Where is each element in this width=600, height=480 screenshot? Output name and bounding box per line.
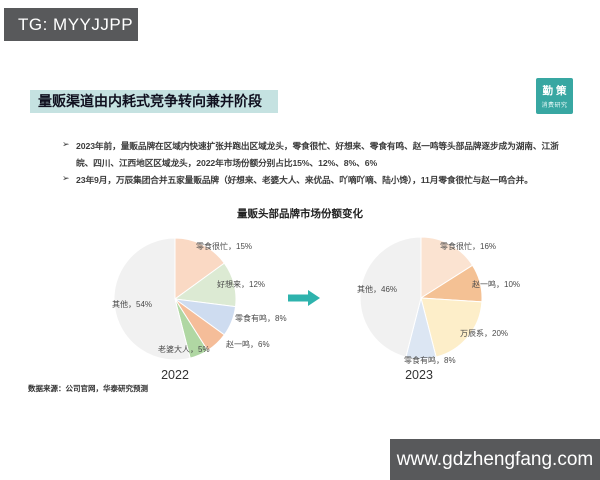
pie-slice-label: 其他，46%	[357, 285, 398, 294]
bullet-arrow-icon: ➢	[62, 139, 70, 149]
pie-slice	[359, 236, 422, 358]
pie-slice-label: 零食有鸣，8%	[404, 356, 456, 365]
pie-chart-2022	[113, 237, 237, 361]
pie-chart-2023	[359, 236, 483, 360]
page-title: 量贩渠道由内耗式竞争转向兼并阶段	[30, 90, 278, 113]
qince-logo: 勤策 消费研究	[536, 78, 573, 114]
bullet-text-line: 23年9月，万辰集团合并五家量贩品牌（好想来、老婆大人、来优品、吖嘀吖嘀、陆小馋…	[76, 175, 533, 185]
pie-year-label: 2022	[161, 368, 189, 382]
website-watermark: www.gdzhengfang.com	[390, 439, 600, 480]
pie-slice	[420, 236, 474, 299]
tg-watermark-badge: TG: MYYJJPP	[4, 8, 138, 41]
pie-slice-label: 零食有鸣，8%	[235, 314, 287, 323]
pie-slice-label: 老婆大人，5%	[158, 345, 210, 354]
pie-slice-label: 赵一鸣，10%	[472, 280, 521, 289]
bullet-arrow-icon: ➢	[62, 173, 70, 183]
right-arrow-icon	[288, 290, 320, 306]
pie-slice-label: 好想来，12%	[217, 280, 266, 289]
pie-slice-label: 零食很忙，15%	[196, 242, 253, 251]
chart-title: 量贩头部品牌市场份额变化	[237, 208, 363, 220]
pie-slice	[174, 237, 226, 300]
bullet-text-line: 2023年前，量贩品牌在区域内快速扩张并跑出区域龙头，零食很忙、好想来、零食有鸣…	[76, 141, 559, 151]
pie-year-label: 2023	[405, 368, 433, 382]
pie-slice-label: 万辰系，20%	[460, 329, 509, 338]
pie-slice	[420, 297, 483, 358]
bullet-text-line: 皖、四川、江西地区区域龙头，2022年市场份额分别占比15%、12%、8%、6%	[76, 158, 378, 168]
pie-slice	[113, 237, 191, 361]
data-source-note: 数据来源：公司官网，华泰研究预测	[28, 384, 148, 393]
pie-slice-label: 其他，54%	[112, 300, 153, 309]
pie-slice-label: 零食很忙，16%	[440, 242, 497, 251]
logo-text-main: 勤策	[542, 85, 570, 97]
pie-slice-label: 赵一鸣，6%	[226, 340, 270, 349]
logo-text-sub: 消费研究	[541, 103, 568, 109]
